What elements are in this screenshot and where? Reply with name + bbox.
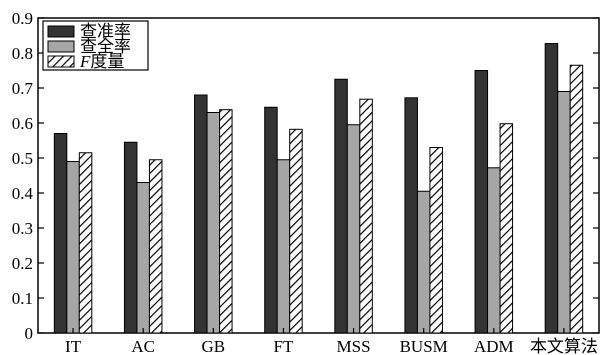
bar-precision (53, 133, 68, 334)
x-tick-label: ADM (474, 337, 514, 355)
bar-f-measure (219, 109, 233, 334)
x-tick-label: IT (65, 337, 82, 355)
y-tick-label: 0.1 (12, 289, 33, 308)
bar-f-measure (569, 64, 584, 334)
bar-recall (66, 161, 80, 334)
y-tick-label: 0.7 (12, 79, 34, 98)
plot-area (37, 17, 600, 334)
x-tick-label: 本文算法 (530, 337, 598, 355)
x-tick-label: BUSM (400, 337, 448, 355)
y-tick-label: 0.2 (12, 254, 33, 273)
y-tick-label: 0.4 (12, 184, 34, 203)
plot-frame (37, 17, 600, 334)
bar-precision (264, 106, 278, 334)
bar-recall (416, 190, 431, 334)
bar-f-measure (78, 152, 93, 334)
bar-recall (136, 182, 150, 334)
y-tick-label: 0.8 (12, 44, 33, 63)
bar-precision (544, 43, 559, 334)
legend-swatch-precision (47, 25, 75, 38)
bar-f-measure (148, 159, 163, 334)
legend-label-f-measure: F度量 (79, 52, 124, 71)
bar-recall (346, 124, 361, 334)
bar-precision (194, 94, 208, 334)
bar-recall (206, 112, 221, 334)
legend-label-precision: 查准率 (80, 22, 131, 41)
y-tick-label: 0.5 (12, 149, 33, 168)
bar-recall (557, 91, 571, 334)
y-tick-label: 0.3 (12, 219, 33, 238)
bar-f-measure (429, 147, 443, 334)
y-tick-label: 0.6 (12, 114, 33, 133)
bars (53, 43, 584, 334)
x-tick-label: MSS (337, 337, 371, 355)
bar-precision (404, 97, 418, 334)
y-tick-label: 0.9 (12, 9, 33, 28)
legend-swatch-recall (47, 40, 75, 53)
legend-label-recall: 查全率 (80, 37, 131, 56)
bar-f-measure (359, 98, 373, 334)
bar-recall (487, 167, 501, 334)
bar-f-measure (289, 128, 303, 334)
bar-precision (334, 78, 348, 334)
bar-f-measure (499, 123, 514, 334)
bar-precision (474, 70, 489, 334)
axes: 0 0.1 0.2 0.3 0.4 0.5 0.6 0.7 0.8 0.9 IT AC GB FT MSS B… (12, 9, 599, 355)
x-tick-label: FT (274, 337, 294, 355)
x-tick-label: GB (202, 337, 226, 355)
y-tick-label: 0 (25, 324, 34, 343)
legend-swatch-f-measure (47, 55, 75, 68)
x-tick-label: AC (131, 337, 155, 355)
bar-precision (123, 141, 138, 334)
bar-recall (276, 159, 291, 334)
